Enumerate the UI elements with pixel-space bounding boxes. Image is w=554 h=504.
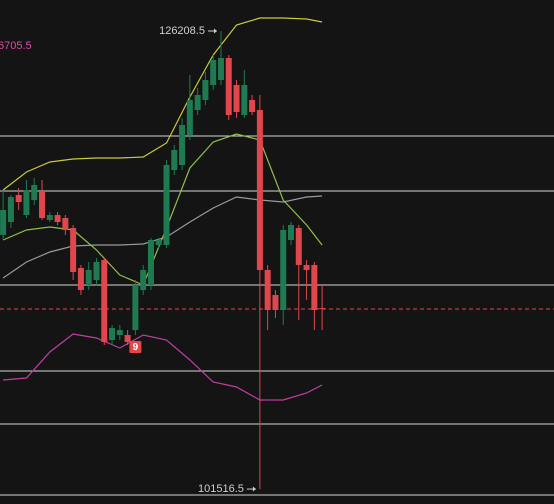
candle-body: [85, 270, 92, 286]
candle-body: [186, 100, 193, 136]
candle-body: [319, 308, 326, 310]
annotation-text: 9: [133, 342, 139, 353]
candle-body: [249, 100, 256, 113]
indicator-line: [3, 333, 323, 401]
candle-body: [31, 184, 38, 201]
candle-body: [7, 196, 14, 223]
candle-body: [124, 335, 131, 343]
indicator-label: 6705.5: [0, 40, 32, 52]
candle-body: [217, 58, 224, 81]
candle-body: [54, 215, 61, 223]
extreme-arrow-head: [213, 28, 217, 34]
annotation-box: [129, 341, 142, 354]
candle-body: [155, 239, 162, 246]
candle-body: [202, 80, 209, 101]
candle-body: [116, 330, 123, 336]
candle-body: [163, 165, 170, 246]
candle-body: [225, 58, 232, 116]
candle-body: [241, 84, 248, 116]
candle-body: [288, 225, 295, 240]
candle-body: [109, 327, 116, 341]
candle-body: [0, 210, 7, 236]
candle-body: [256, 110, 263, 271]
candle-body: [70, 227, 77, 273]
candle-body: [147, 239, 154, 286]
candle-body: [93, 261, 100, 281]
extreme-label: 126208.5: [159, 25, 205, 37]
extreme-label: 101516.5: [198, 483, 244, 495]
candle-body: [264, 270, 271, 311]
candle-body: [101, 260, 108, 343]
candle-body: [233, 84, 240, 113]
indicator-line: [2, 17, 323, 191]
candle-body: [132, 285, 139, 331]
candle-body: [179, 125, 186, 166]
candle-body: [15, 194, 22, 203]
extreme-arrow-head: [252, 486, 256, 492]
candle-body: [272, 294, 279, 311]
candle-body: [171, 150, 178, 171]
candle-body: [194, 94, 201, 111]
candle-body: [46, 215, 53, 221]
candle-body: [280, 229, 287, 311]
candle-body: [62, 217, 69, 230]
candle-body: [210, 60, 217, 85]
candle-body: [311, 265, 318, 311]
candle-body: [77, 268, 84, 291]
candle-body: [140, 270, 147, 291]
candle-body: [303, 265, 310, 271]
candle-body: [23, 190, 30, 216]
candle-body: [39, 192, 46, 218]
candle-body: [295, 227, 302, 266]
